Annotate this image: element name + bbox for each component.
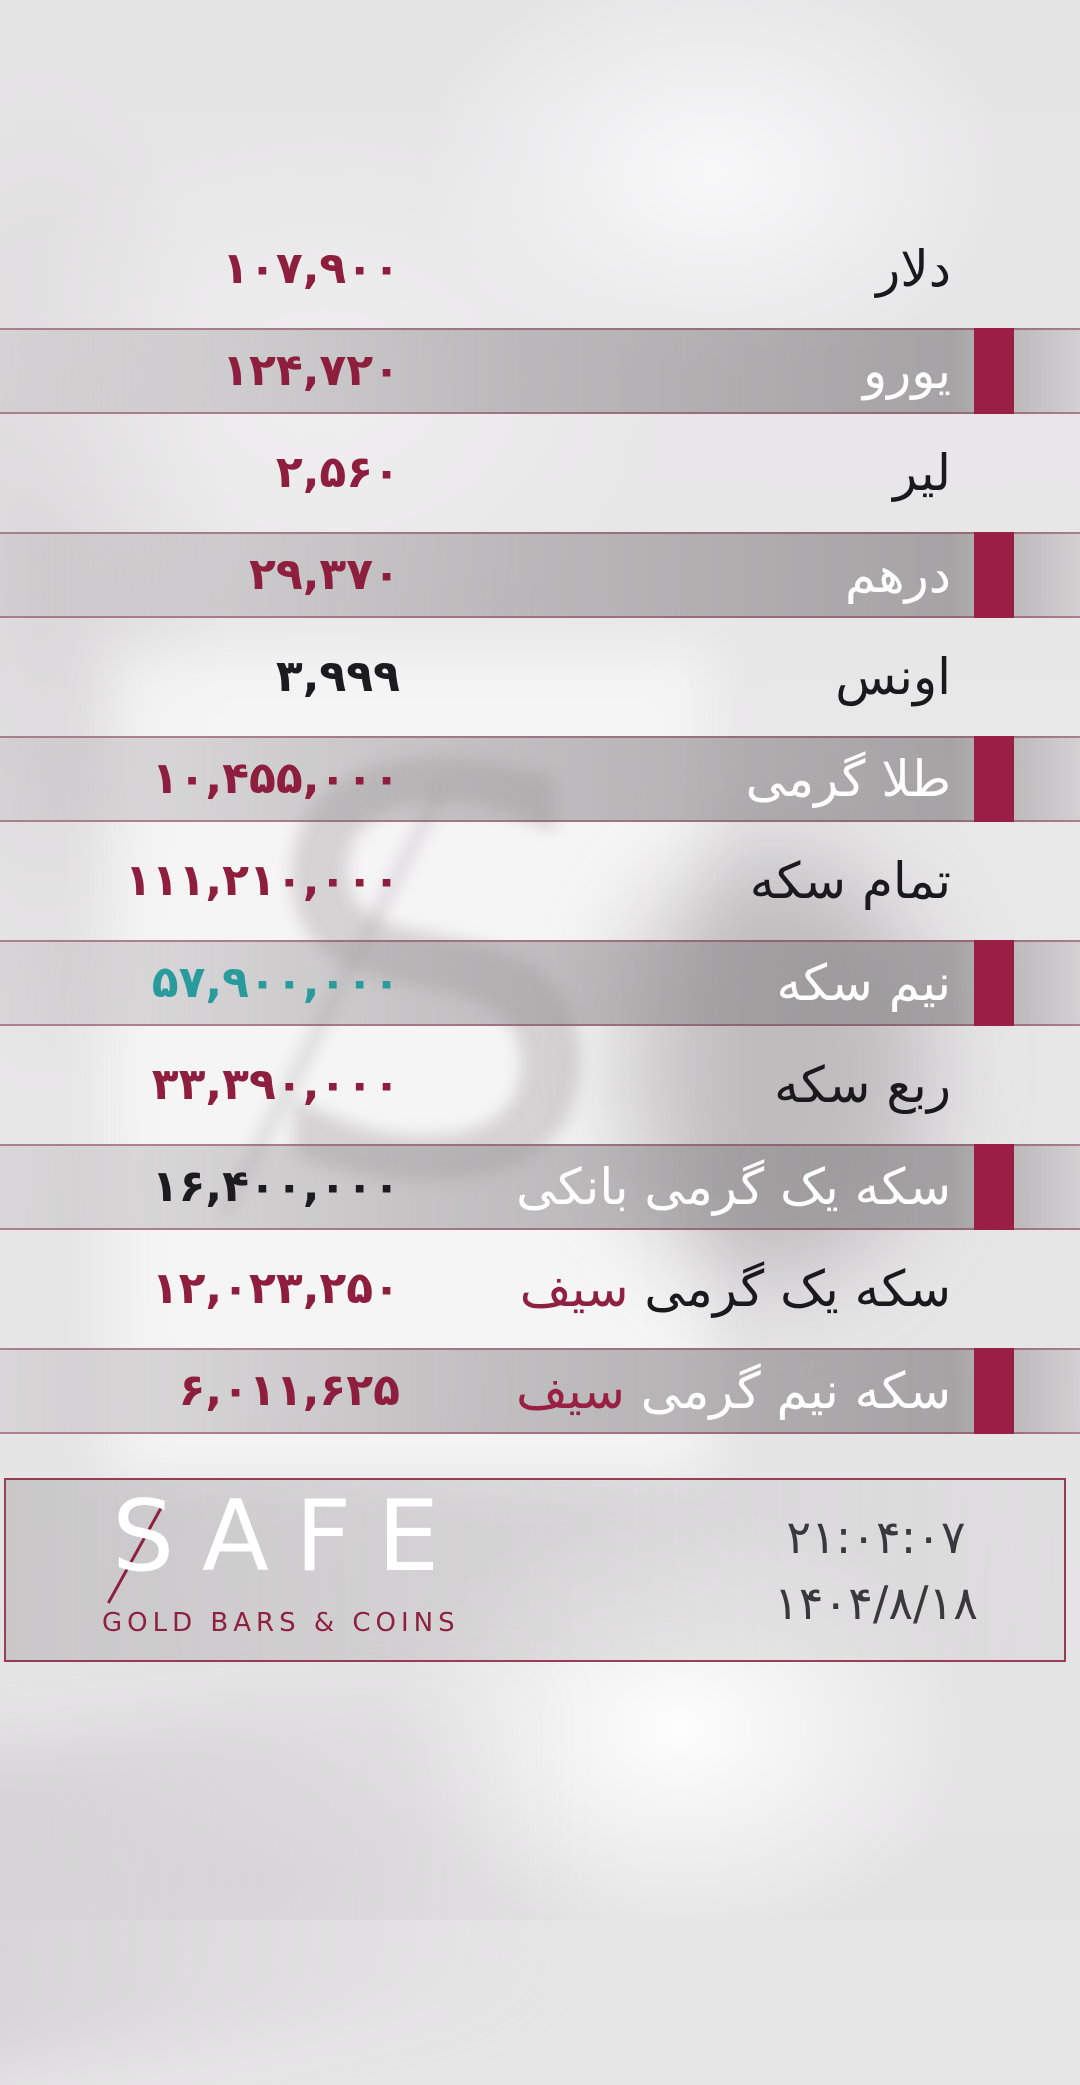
price-label: سکه یک گرمی بانکی (516, 1162, 951, 1212)
price-label: تمام سکه (750, 856, 951, 906)
price-label: سکه یک گرمی سیف (520, 1264, 951, 1314)
price-value: ۳,۹۹۹ (275, 651, 400, 702)
price-label-text: تمام سکه (749, 852, 951, 910)
brand-logo: SAFE (112, 1480, 466, 1594)
timestamp-block: ۲۱:۰۴:۰۷ ۱۴۰۴/۸/۱۸ (746, 1480, 1006, 1660)
price-row: ۵۷,۹۰۰,۰۰۰ نیم سکه (0, 940, 1080, 1026)
price-row: ۱۰,۴۵۵,۰۰۰ طلا گرمی (0, 736, 1080, 822)
price-label-text: سکه نیم گرمی (624, 1362, 951, 1420)
price-label-highlight: سیف (516, 1362, 625, 1420)
accent-bar (974, 328, 1014, 414)
price-row: ۶,۰۱۱,۶۲۵ سکه نیم گرمی سیف (0, 1348, 1080, 1434)
price-row: ۲۹,۳۷۰ درهم (0, 532, 1080, 618)
background-light-streak (0, 1635, 848, 2085)
price-label: یورو (863, 346, 951, 396)
price-value: ۳۳,۳۹۰,۰۰۰ (151, 1059, 400, 1110)
price-row: ۱۲۴,۷۲۰ یورو (0, 328, 1080, 414)
price-label: درهم (845, 550, 951, 600)
price-value: ۲۹,۳۷۰ (249, 549, 400, 600)
accent-bar (974, 1144, 1014, 1230)
price-value: ۶,۰۱۱,۶۲۵ (178, 1365, 400, 1416)
price-label-highlight: سیف (519, 1260, 629, 1318)
price-value: ۱۱۱,۲۱۰,۰۰۰ (124, 855, 400, 906)
price-row: ۱۱۱,۲۱۰,۰۰۰ تمام سکه (0, 822, 1080, 940)
price-label-text: یورو (862, 342, 951, 400)
accent-bar (974, 940, 1014, 1026)
price-label: نیم سکه (777, 958, 952, 1008)
price-value: ۱۰,۴۵۵,۰۰۰ (151, 753, 400, 804)
price-label-text: سکه یک گرمی بانکی (516, 1158, 951, 1216)
price-row: ۳,۹۹۹ اونس (0, 618, 1080, 736)
price-label: ربع سکه (774, 1060, 951, 1110)
price-value: ۲,۵۶۰ (275, 447, 400, 498)
price-row: ۱۲,۰۲۳,۲۵۰ سکه یک گرمی سیف (0, 1230, 1080, 1348)
price-label-text: لیر (893, 444, 951, 502)
price-label: اونس (835, 652, 951, 702)
price-value: ۱۰۷,۹۰۰ (222, 243, 400, 294)
accent-bar (974, 736, 1014, 822)
price-label-text: دلار (876, 240, 951, 298)
price-row: ۲,۵۶۰ لیر (0, 414, 1080, 532)
price-label-text: اونس (835, 648, 951, 706)
price-value: ۱۲,۰۲۳,۲۵۰ (151, 1263, 400, 1314)
price-label: دلار (876, 244, 951, 294)
price-label: لیر (893, 448, 951, 498)
price-label-text: طلا گرمی (745, 750, 951, 808)
price-value: ۱۲۴,۷۲۰ (222, 345, 400, 396)
price-label-text: درهم (844, 546, 951, 604)
price-label-text: ربع سکه (774, 1056, 951, 1114)
price-label: طلا گرمی (746, 754, 951, 804)
price-value: ۵۷,۹۰۰,۰۰۰ (151, 957, 400, 1008)
time-value: ۲۱:۰۴:۰۷ (786, 1510, 966, 1564)
footer-panel: SAFE GOLD BARS & COINS ۲۱:۰۴:۰۷ ۱۴۰۴/۸/۱… (4, 1478, 1066, 1662)
date-value: ۱۴۰۴/۸/۱۸ (774, 1576, 978, 1630)
price-row: ۱۰۷,۹۰۰ دلار (0, 210, 1080, 328)
accent-bar (974, 532, 1014, 618)
price-rows: ۱۰۷,۹۰۰ دلار ۱۲۴,۷۲۰ یورو ۲,۵۶۰ لیر ۲۹,۳۷۰ درهم… (0, 210, 1080, 1434)
price-row: ۳۳,۳۹۰,۰۰۰ ربع سکه (0, 1026, 1080, 1144)
price-label: سکه نیم گرمی سیف (516, 1366, 951, 1416)
price-value: ۱۶,۴۰۰,۰۰۰ (151, 1161, 400, 1212)
price-label-text: سکه یک گرمی (628, 1260, 951, 1318)
accent-bar (974, 1348, 1014, 1434)
price-row: ۱۶,۴۰۰,۰۰۰ سکه یک گرمی بانکی (0, 1144, 1080, 1230)
price-label-text: نیم سکه (776, 954, 952, 1012)
brand-subtitle: GOLD BARS & COINS (102, 1608, 460, 1638)
